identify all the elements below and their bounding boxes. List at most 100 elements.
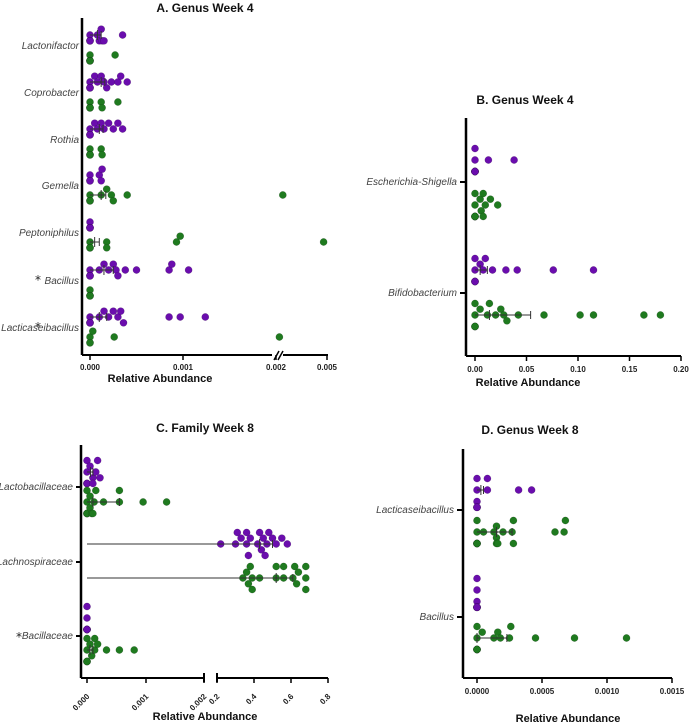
panel-d-point-group2: [561, 516, 570, 525]
panel-a-point-group1: [86, 36, 94, 45]
panel-a-category-label: Coprobacter: [24, 88, 80, 99]
panel-b-point-group2: [486, 195, 495, 204]
panel-c-point-group1: [233, 528, 242, 537]
panel-a-x-tick-label: 0.002: [266, 363, 287, 372]
panel-a-point-group1: [109, 307, 118, 316]
panel-c-category-label: Lactobacillaceae: [0, 482, 73, 493]
panel-a-point-group1: [123, 78, 132, 86]
panel-a-point-group2: [110, 333, 119, 341]
panel-c-point-group2: [83, 657, 91, 666]
panel-b-point-group2: [479, 212, 488, 221]
panel-a-point-group1: [118, 31, 127, 39]
panel-c-point-group1: [277, 534, 286, 543]
panel-d-point-group2: [473, 645, 481, 654]
panel-d-point-group2: [506, 622, 515, 631]
panel-b-point-group2: [589, 311, 598, 319]
panel-b-point-group2: [481, 201, 490, 209]
panel-d-point-group2: [473, 622, 481, 631]
panel-d-point-group1: [473, 574, 481, 583]
panel-b-title: B. Genus Week 4: [476, 93, 573, 107]
panel-d-point-group2: [478, 628, 487, 637]
panel-a-x-tick-label: 0.001: [173, 363, 194, 372]
panel-a-point-group2: [86, 338, 94, 347]
panel-b-point-group2: [503, 316, 511, 325]
panel-a-point-group1: [86, 130, 94, 139]
panel-b-point-group1: [510, 156, 518, 164]
panel-d-point-group1: [527, 486, 536, 494]
panel-b-point-group2: [576, 311, 584, 319]
panel-a-point-group2: [98, 150, 106, 159]
panel-a-point-group2: [88, 327, 97, 336]
panel-a-point-group1: [165, 313, 173, 321]
panel-a-point-group1: [132, 266, 141, 274]
panel-d-point-group2: [531, 634, 540, 642]
panel-c-point-group1: [261, 551, 269, 560]
panel-c-point-group2: [102, 646, 111, 654]
panel-c-xlabel: Relative Abundance: [153, 711, 258, 723]
panel-a-x-tick-label: 0.000: [80, 363, 101, 372]
panel-a-point-group1: [109, 125, 118, 133]
panel-c-category-label: Bacillaceae: [22, 631, 74, 642]
significance-star-icon: *: [35, 320, 41, 334]
panel-a-category-label: Bacillus: [45, 276, 79, 287]
panel-a-point-group1: [104, 119, 113, 128]
panel-b-x-tick-label: 0.10: [570, 365, 586, 374]
panel-b-x-tick-label: 0.00: [467, 365, 483, 374]
panel-a-point-group2: [98, 103, 106, 112]
panel-a-point-group1: [201, 313, 210, 321]
panel-a-point-group1: [116, 72, 125, 81]
panel-d-point-group2: [473, 539, 481, 548]
panel-a-point-group2: [319, 238, 328, 246]
panel-a-category-label: Peptoniphilus: [19, 228, 79, 239]
panel-d-category-label: Bacillus: [420, 612, 454, 623]
panel-a-point-group2: [86, 291, 94, 300]
panel-d-point-group2: [570, 634, 579, 642]
panel-a-point-group2: [109, 196, 118, 205]
panel-a-point-group1: [86, 318, 94, 327]
panel-b-xlabel: Relative Abundance: [476, 377, 581, 389]
panel-c-point-group2: [272, 562, 281, 571]
panel-c-point-group2: [301, 585, 310, 594]
panel-c-point-group1: [83, 456, 91, 465]
panel-a-point-group1: [100, 36, 108, 45]
panel-c-point-group2: [83, 486, 91, 495]
panel-a-point-group2: [86, 243, 94, 252]
panel-b-point-group2: [471, 189, 479, 198]
panel-b-point-group2: [485, 299, 494, 308]
panel-c-point-group1: [244, 551, 253, 560]
panel-a-xlabel: Relative Abundance: [108, 373, 213, 385]
panel-b-point-group1: [471, 277, 479, 286]
panel-a-x-tick-label: 0.005: [317, 363, 338, 372]
significance-star-icon: *: [35, 273, 41, 287]
panel-c-point-group1: [283, 540, 292, 548]
panel-c-point-group2: [93, 640, 102, 649]
panel-b-category-label: Bifidobacterium: [388, 288, 457, 299]
panel-c-point-group2: [292, 579, 301, 588]
panel-c-point-group1: [246, 534, 255, 543]
panel-d-point-group2: [493, 539, 502, 548]
panel-c-point-group2: [244, 579, 253, 588]
panel-c-point-group2: [115, 486, 124, 495]
panel-c-point-group2: [89, 509, 97, 518]
panel-d-xlabel: Relative Abundance: [516, 713, 621, 723]
panel-c-point-group2: [301, 562, 310, 571]
panel-a-point-group2: [86, 196, 94, 205]
panel-a-title: A. Genus Week 4: [156, 1, 253, 15]
panel-a-point-group1: [86, 271, 94, 280]
panel-b-point-group2: [640, 311, 648, 319]
panel-a-point-group1: [167, 260, 176, 269]
panel-b-point-group1: [471, 167, 479, 176]
panel-d-point-group1: [473, 603, 481, 612]
panel-c-category-label: Lachnospiraceae: [0, 557, 73, 568]
panel-a-point-group1: [86, 223, 94, 232]
panel-d-title: D. Genus Week 8: [481, 423, 578, 437]
panel-c-point-group1: [89, 479, 97, 488]
panel-c-point-group1: [83, 625, 91, 634]
panel-d-x-tick-label: 0.0005: [530, 687, 555, 696]
panel-a-point-group1: [119, 318, 128, 327]
panel-c-point-group2: [294, 568, 303, 577]
panel-a-point-group2: [278, 191, 287, 199]
panel-c-x-tick-label: 0.000: [71, 692, 92, 713]
panel-b-point-group1: [549, 266, 558, 274]
